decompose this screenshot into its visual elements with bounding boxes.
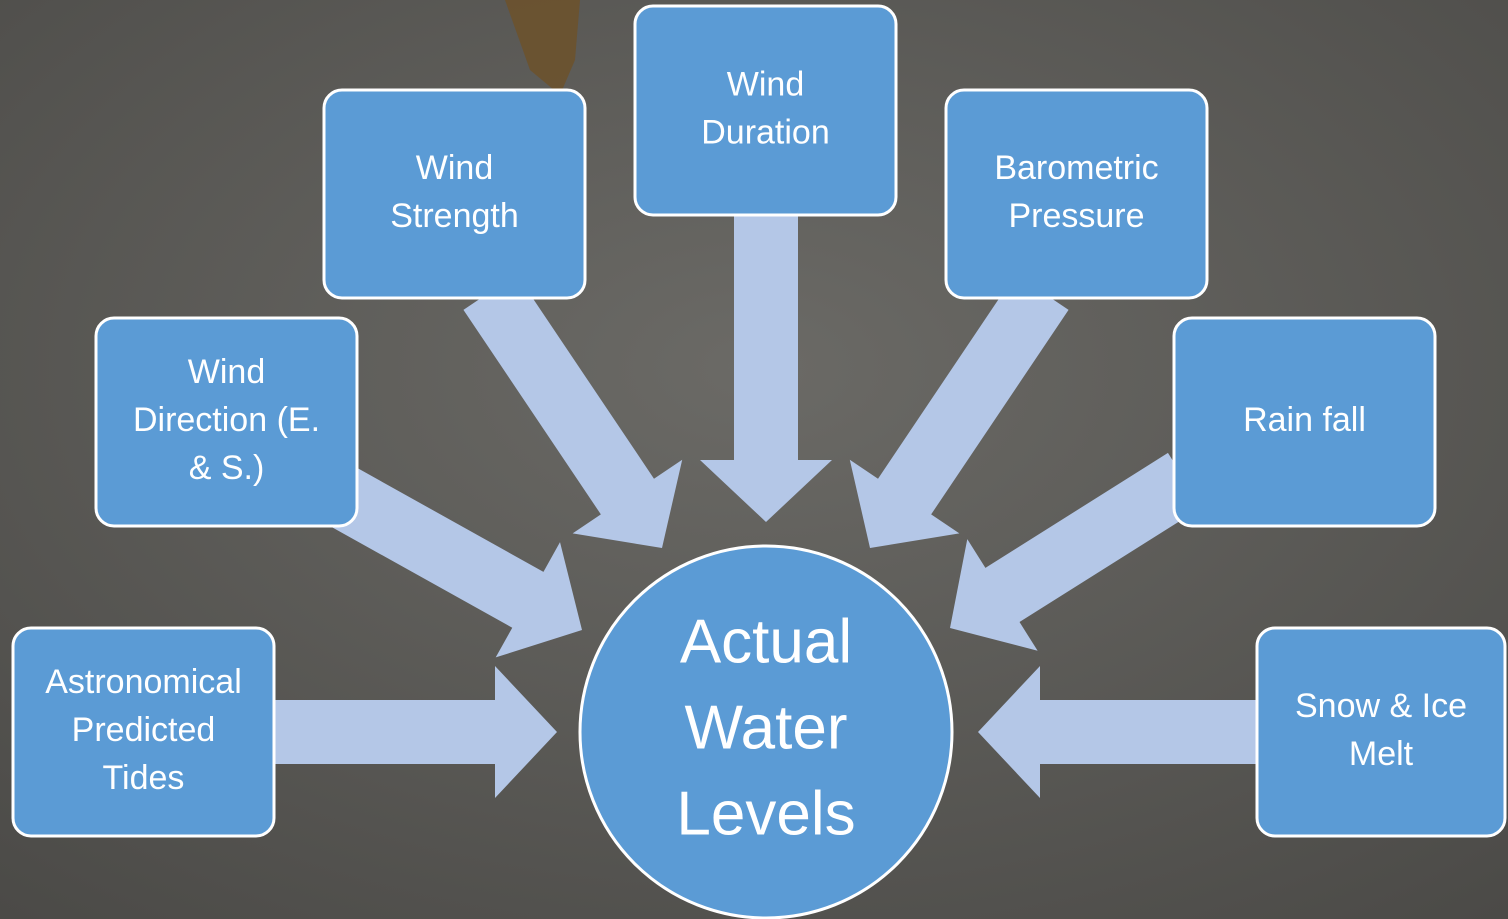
node-label: Astronomical	[45, 663, 242, 701]
center-label: Water	[684, 693, 847, 762]
node-label: Wind	[416, 149, 493, 187]
page: Astronomical Predicted Tides Wind Direction …	[0, 0, 1508, 919]
node-label: Duration	[701, 113, 830, 151]
node-box	[635, 6, 896, 215]
diagram: Astronomical Predicted Tides Wind Direction …	[0, 0, 1508, 919]
node-label: Wind	[727, 65, 804, 103]
node-box	[324, 90, 585, 298]
node-label: & S.)	[189, 449, 265, 487]
center-label: Actual	[680, 607, 852, 676]
center-label: Levels	[676, 779, 855, 848]
node-label: Direction (E.	[133, 401, 320, 439]
node-label: Melt	[1349, 735, 1414, 773]
node-label: Predicted	[72, 711, 216, 749]
node-label: Barometric	[994, 149, 1158, 187]
node-box	[946, 90, 1207, 298]
node-label: Rain fall	[1243, 401, 1366, 439]
node-box	[1257, 628, 1505, 836]
center-node: Actual Water Levels	[580, 546, 952, 918]
node-label: Pressure	[1008, 197, 1144, 235]
node-label: Strength	[390, 197, 519, 235]
node-label: Wind	[188, 353, 265, 391]
node-label: Tides	[103, 759, 185, 797]
node-label: Snow & Ice	[1295, 687, 1467, 725]
